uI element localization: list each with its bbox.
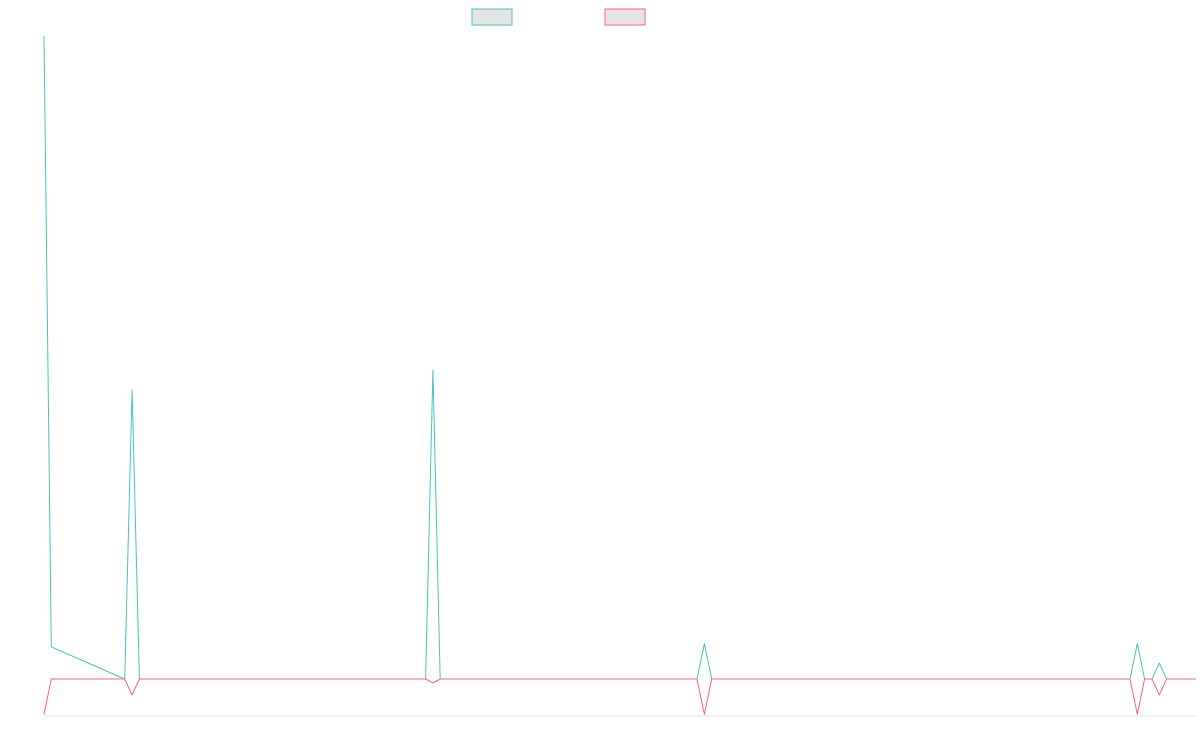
legend	[471, 8, 646, 26]
legend-swatch-1[interactable]	[471, 8, 513, 26]
legend-swatch-2[interactable]	[604, 8, 646, 26]
series-line-1	[43, 35, 1196, 680]
series-layer	[43, 35, 1196, 715]
series-line-2	[43, 678, 1196, 715]
